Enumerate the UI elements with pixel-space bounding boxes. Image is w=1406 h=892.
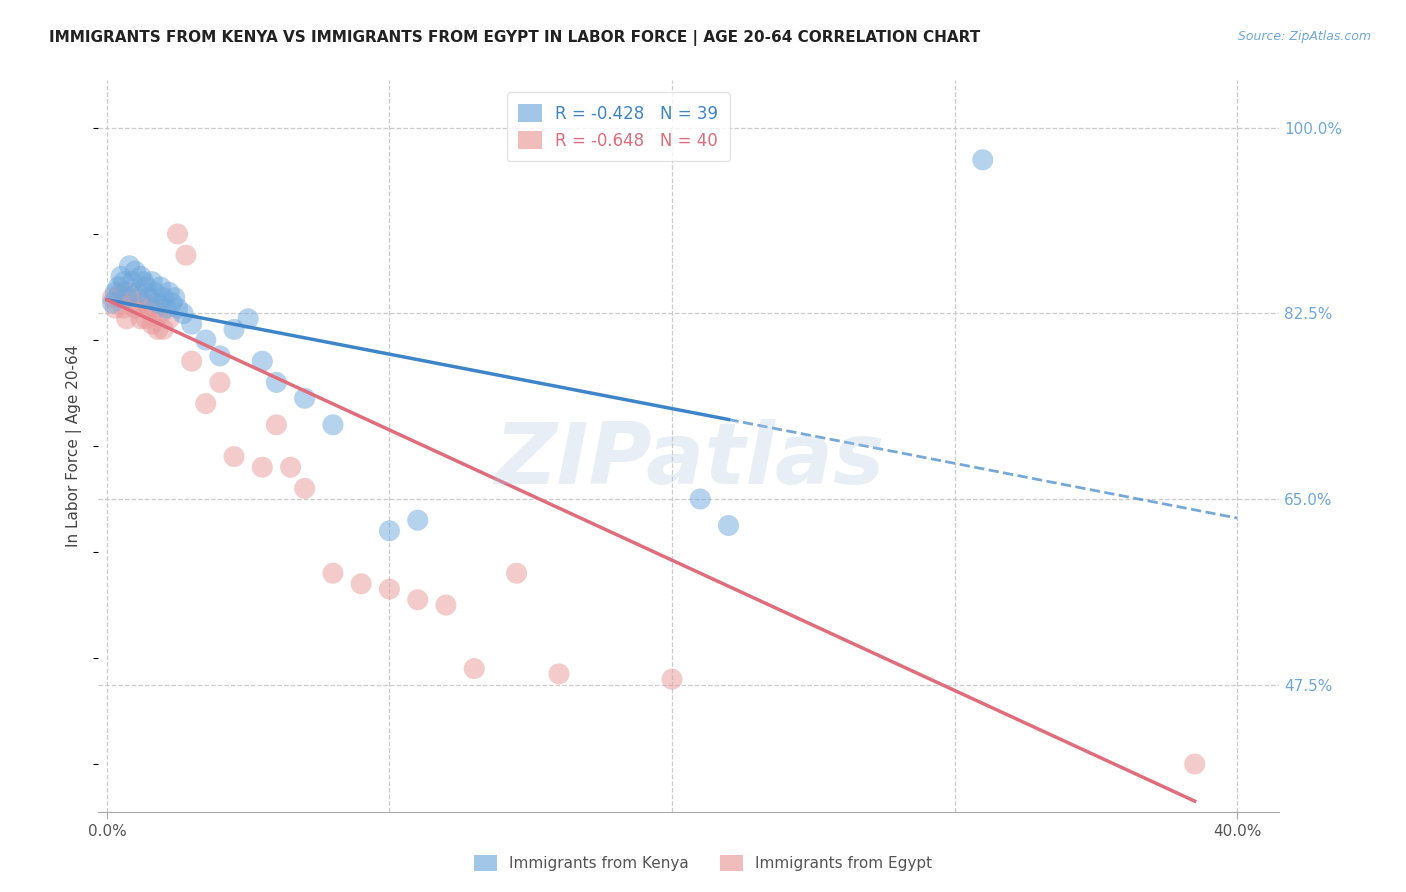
Point (166, 301, 188, 316)
Point (124, 301, 146, 316)
Text: IMMIGRANTS FROM KENYA VS IMMIGRANTS FROM EGYPT IN LABOR FORCE | AGE 20-64 CORREL: IMMIGRANTS FROM KENYA VS IMMIGRANTS FROM… (49, 30, 980, 46)
Point (112, 275, 135, 289)
Point (174, 248, 197, 262)
Point (107, 291, 129, 305)
Point (717, 518, 740, 533)
Point (143, 301, 166, 316)
Point (252, 354, 274, 368)
Point (118, 285, 141, 300)
Point (127, 285, 149, 300)
Point (252, 460, 274, 475)
Point (132, 275, 155, 289)
Point (689, 491, 711, 506)
Text: Source: ZipAtlas.com: Source: ZipAtlas.com (1237, 30, 1371, 44)
Point (146, 296, 169, 310)
Point (166, 227, 188, 241)
Point (141, 317, 163, 331)
Point (406, 592, 429, 607)
Point (115, 311, 138, 326)
Point (112, 301, 135, 316)
Point (180, 354, 202, 368)
Point (294, 392, 316, 406)
Point (163, 291, 186, 305)
Point (505, 566, 527, 581)
Point (180, 317, 202, 331)
Point (208, 376, 231, 390)
Point (661, 672, 683, 686)
Point (222, 322, 245, 336)
Point (146, 322, 169, 336)
Point (115, 291, 138, 305)
Point (266, 417, 288, 432)
Point (101, 296, 124, 310)
Point (121, 296, 143, 310)
Point (548, 667, 571, 681)
Point (155, 301, 177, 316)
Point (141, 275, 163, 289)
Point (1184, 757, 1206, 772)
Point (143, 285, 166, 300)
Point (135, 311, 157, 326)
Point (157, 285, 180, 300)
Point (149, 280, 172, 294)
Point (350, 576, 373, 591)
Point (118, 259, 141, 273)
Point (322, 417, 344, 432)
Point (138, 301, 160, 316)
Point (222, 450, 245, 464)
Point (378, 524, 401, 538)
Point (238, 311, 260, 326)
Point (110, 285, 132, 300)
Point (101, 291, 124, 305)
Point (406, 513, 429, 527)
Legend: Immigrants from Kenya, Immigrants from Egypt: Immigrants from Kenya, Immigrants from E… (468, 849, 938, 877)
Point (135, 280, 157, 294)
Point (149, 306, 172, 320)
Point (124, 264, 146, 278)
Point (104, 301, 127, 316)
Point (110, 269, 132, 284)
Point (152, 322, 174, 336)
Point (127, 291, 149, 305)
Point (194, 333, 217, 347)
Y-axis label: In Labor Force | Age 20-64: In Labor Force | Age 20-64 (66, 345, 83, 547)
Point (104, 285, 127, 300)
Point (280, 460, 302, 475)
Point (129, 269, 152, 284)
Legend: R = -0.428   N = 39, R = -0.648   N = 40: R = -0.428 N = 39, R = -0.648 N = 40 (506, 92, 730, 161)
Point (266, 376, 288, 390)
Point (208, 349, 231, 363)
Point (378, 582, 401, 596)
Point (121, 275, 143, 289)
Point (322, 566, 344, 581)
Point (172, 306, 194, 320)
Point (972, 153, 994, 167)
Point (434, 598, 457, 612)
Point (138, 291, 160, 305)
Point (160, 296, 183, 310)
Point (157, 311, 180, 326)
Point (132, 296, 155, 310)
Point (463, 662, 485, 676)
Point (152, 291, 174, 305)
Text: ZIPatlas: ZIPatlas (494, 419, 884, 502)
Point (294, 482, 316, 496)
Point (107, 280, 129, 294)
Point (129, 311, 152, 326)
Point (194, 396, 217, 410)
